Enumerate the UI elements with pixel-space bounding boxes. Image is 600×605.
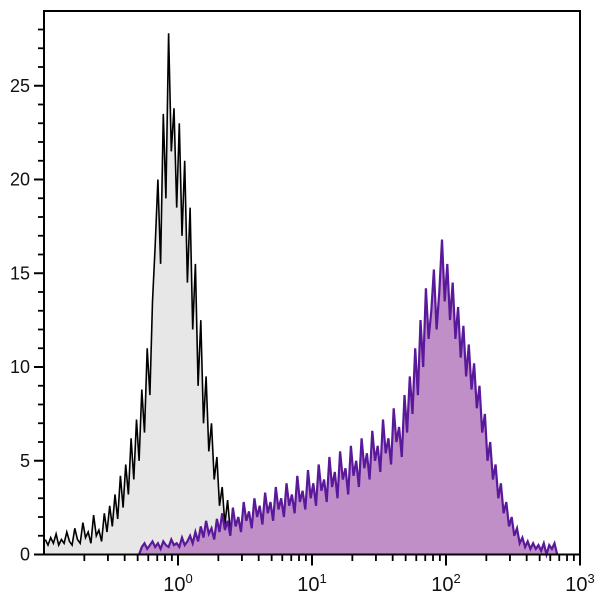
y-axis-ticks [34,28,44,556]
histogram-series [44,33,559,559]
x-axis-ticks [83,554,581,566]
gray-filled-histogram-fill [45,33,241,555]
y-tick-label: 15 [10,263,30,283]
purple-filled-histogram-outline [138,239,559,559]
x-tick-label: 100 [163,571,192,596]
y-axis-tick-labels: 0 5 10 15 20 25 [10,76,30,565]
x-tick-label: 102 [431,571,460,596]
x-tick-label: 103 [565,571,594,596]
gray-filled-histogram-outline [44,33,242,555]
x-tick-label: 101 [297,571,326,596]
purple-filled-histogram-fill [139,239,558,555]
y-tick-label: 5 [20,451,30,471]
y-tick-label: 10 [10,357,30,377]
y-tick-label: 0 [20,545,30,565]
y-tick-label: 25 [10,76,30,96]
y-tick-label: 20 [10,170,30,190]
x-axis-tick-labels: 100 101 102 103 [163,571,594,596]
